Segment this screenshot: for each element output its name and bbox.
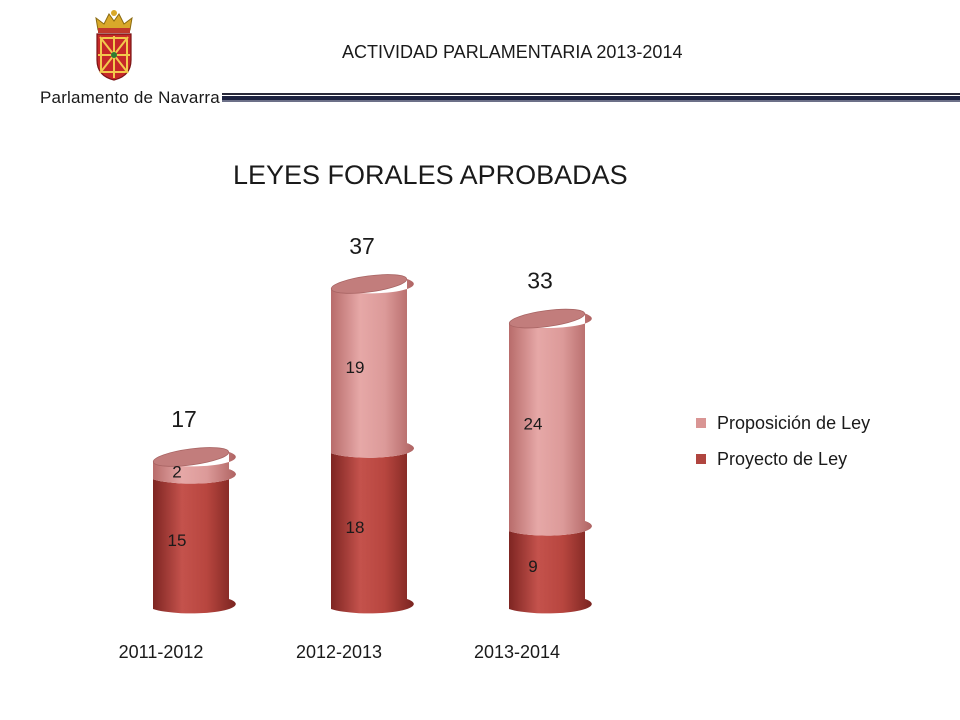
bar-top xyxy=(330,274,408,294)
data-label: 19 xyxy=(346,358,365,377)
total-label: 33 xyxy=(527,268,553,294)
bar-segment xyxy=(153,469,236,614)
bar-top xyxy=(152,447,230,467)
category-label: 2011-2012 xyxy=(119,642,204,662)
legend-swatch-proyecto xyxy=(696,454,706,464)
legend-label-proposicion: Proposición de Ley xyxy=(717,412,871,433)
total-label: 37 xyxy=(349,233,375,259)
data-label: 24 xyxy=(524,414,543,433)
category-label: 2013-2014 xyxy=(474,642,560,662)
bar-segment xyxy=(331,278,414,458)
data-label: 18 xyxy=(346,518,365,537)
category-label: 2012-2013 xyxy=(296,642,382,662)
bar-segment xyxy=(331,443,414,614)
total-label: 17 xyxy=(171,406,197,432)
header-divider xyxy=(222,93,960,102)
bar-segment xyxy=(509,313,592,536)
data-label: 9 xyxy=(528,557,537,576)
legend-label-proyecto: Proyecto de Ley xyxy=(717,448,848,469)
logo-text: Parlamento de Navarra xyxy=(40,88,220,107)
chart-legend: Proposición de Ley Proyecto de Ley xyxy=(696,405,870,477)
data-label: 15 xyxy=(168,531,187,550)
bar-segment xyxy=(153,451,236,484)
legend-item-proposicion: Proposición de Ley xyxy=(696,405,870,441)
data-label: 2 xyxy=(172,463,181,482)
page-title: ACTIVIDAD PARLAMENTARIA 2013-2014 xyxy=(342,42,683,62)
bar-segment xyxy=(509,521,592,614)
bar-top xyxy=(508,308,586,329)
legend-swatch-proposicion xyxy=(696,418,706,428)
navarra-coat-of-arms-icon xyxy=(95,10,133,81)
legend-item-proyecto: Proyecto de Ley xyxy=(696,441,870,477)
logo: Parlamento de Navarra xyxy=(0,0,222,118)
chart-title: LEYES FORALES APROBADAS xyxy=(233,160,628,190)
